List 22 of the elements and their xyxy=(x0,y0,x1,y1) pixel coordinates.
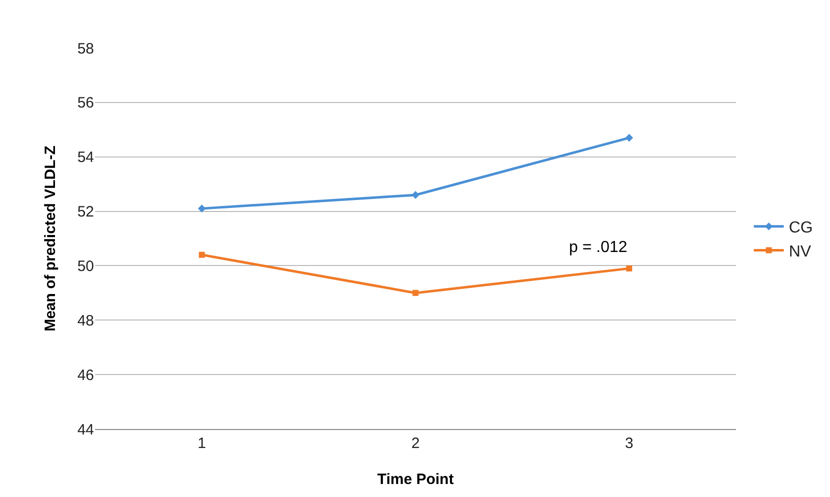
x-axis-title: Time Point xyxy=(377,471,454,488)
x-tick-label: 3 xyxy=(625,435,634,452)
x-tick-label: 2 xyxy=(411,435,420,452)
annotation: p = .012 xyxy=(569,239,628,256)
x-tick-label: 1 xyxy=(198,435,206,452)
y-tick-label: 46 xyxy=(77,366,94,384)
y-tick-label: 58 xyxy=(77,40,94,58)
legend-label: CG xyxy=(788,220,813,237)
legend-label: NV xyxy=(788,243,812,260)
point xyxy=(412,290,418,296)
point xyxy=(198,252,205,258)
point xyxy=(626,265,632,272)
y-tick-label: 48 xyxy=(77,312,94,330)
point xyxy=(198,204,206,212)
point xyxy=(412,191,420,199)
y-tick-label: 56 xyxy=(77,94,94,112)
y-tick-label: 44 xyxy=(77,421,94,438)
point xyxy=(625,134,634,142)
y-tick-label: 50 xyxy=(77,258,94,275)
y-tick-label: 54 xyxy=(77,149,94,166)
y-axis-title: Mean of predicted VLDL-Z xyxy=(42,146,59,332)
y-tick-label: 52 xyxy=(77,204,94,221)
